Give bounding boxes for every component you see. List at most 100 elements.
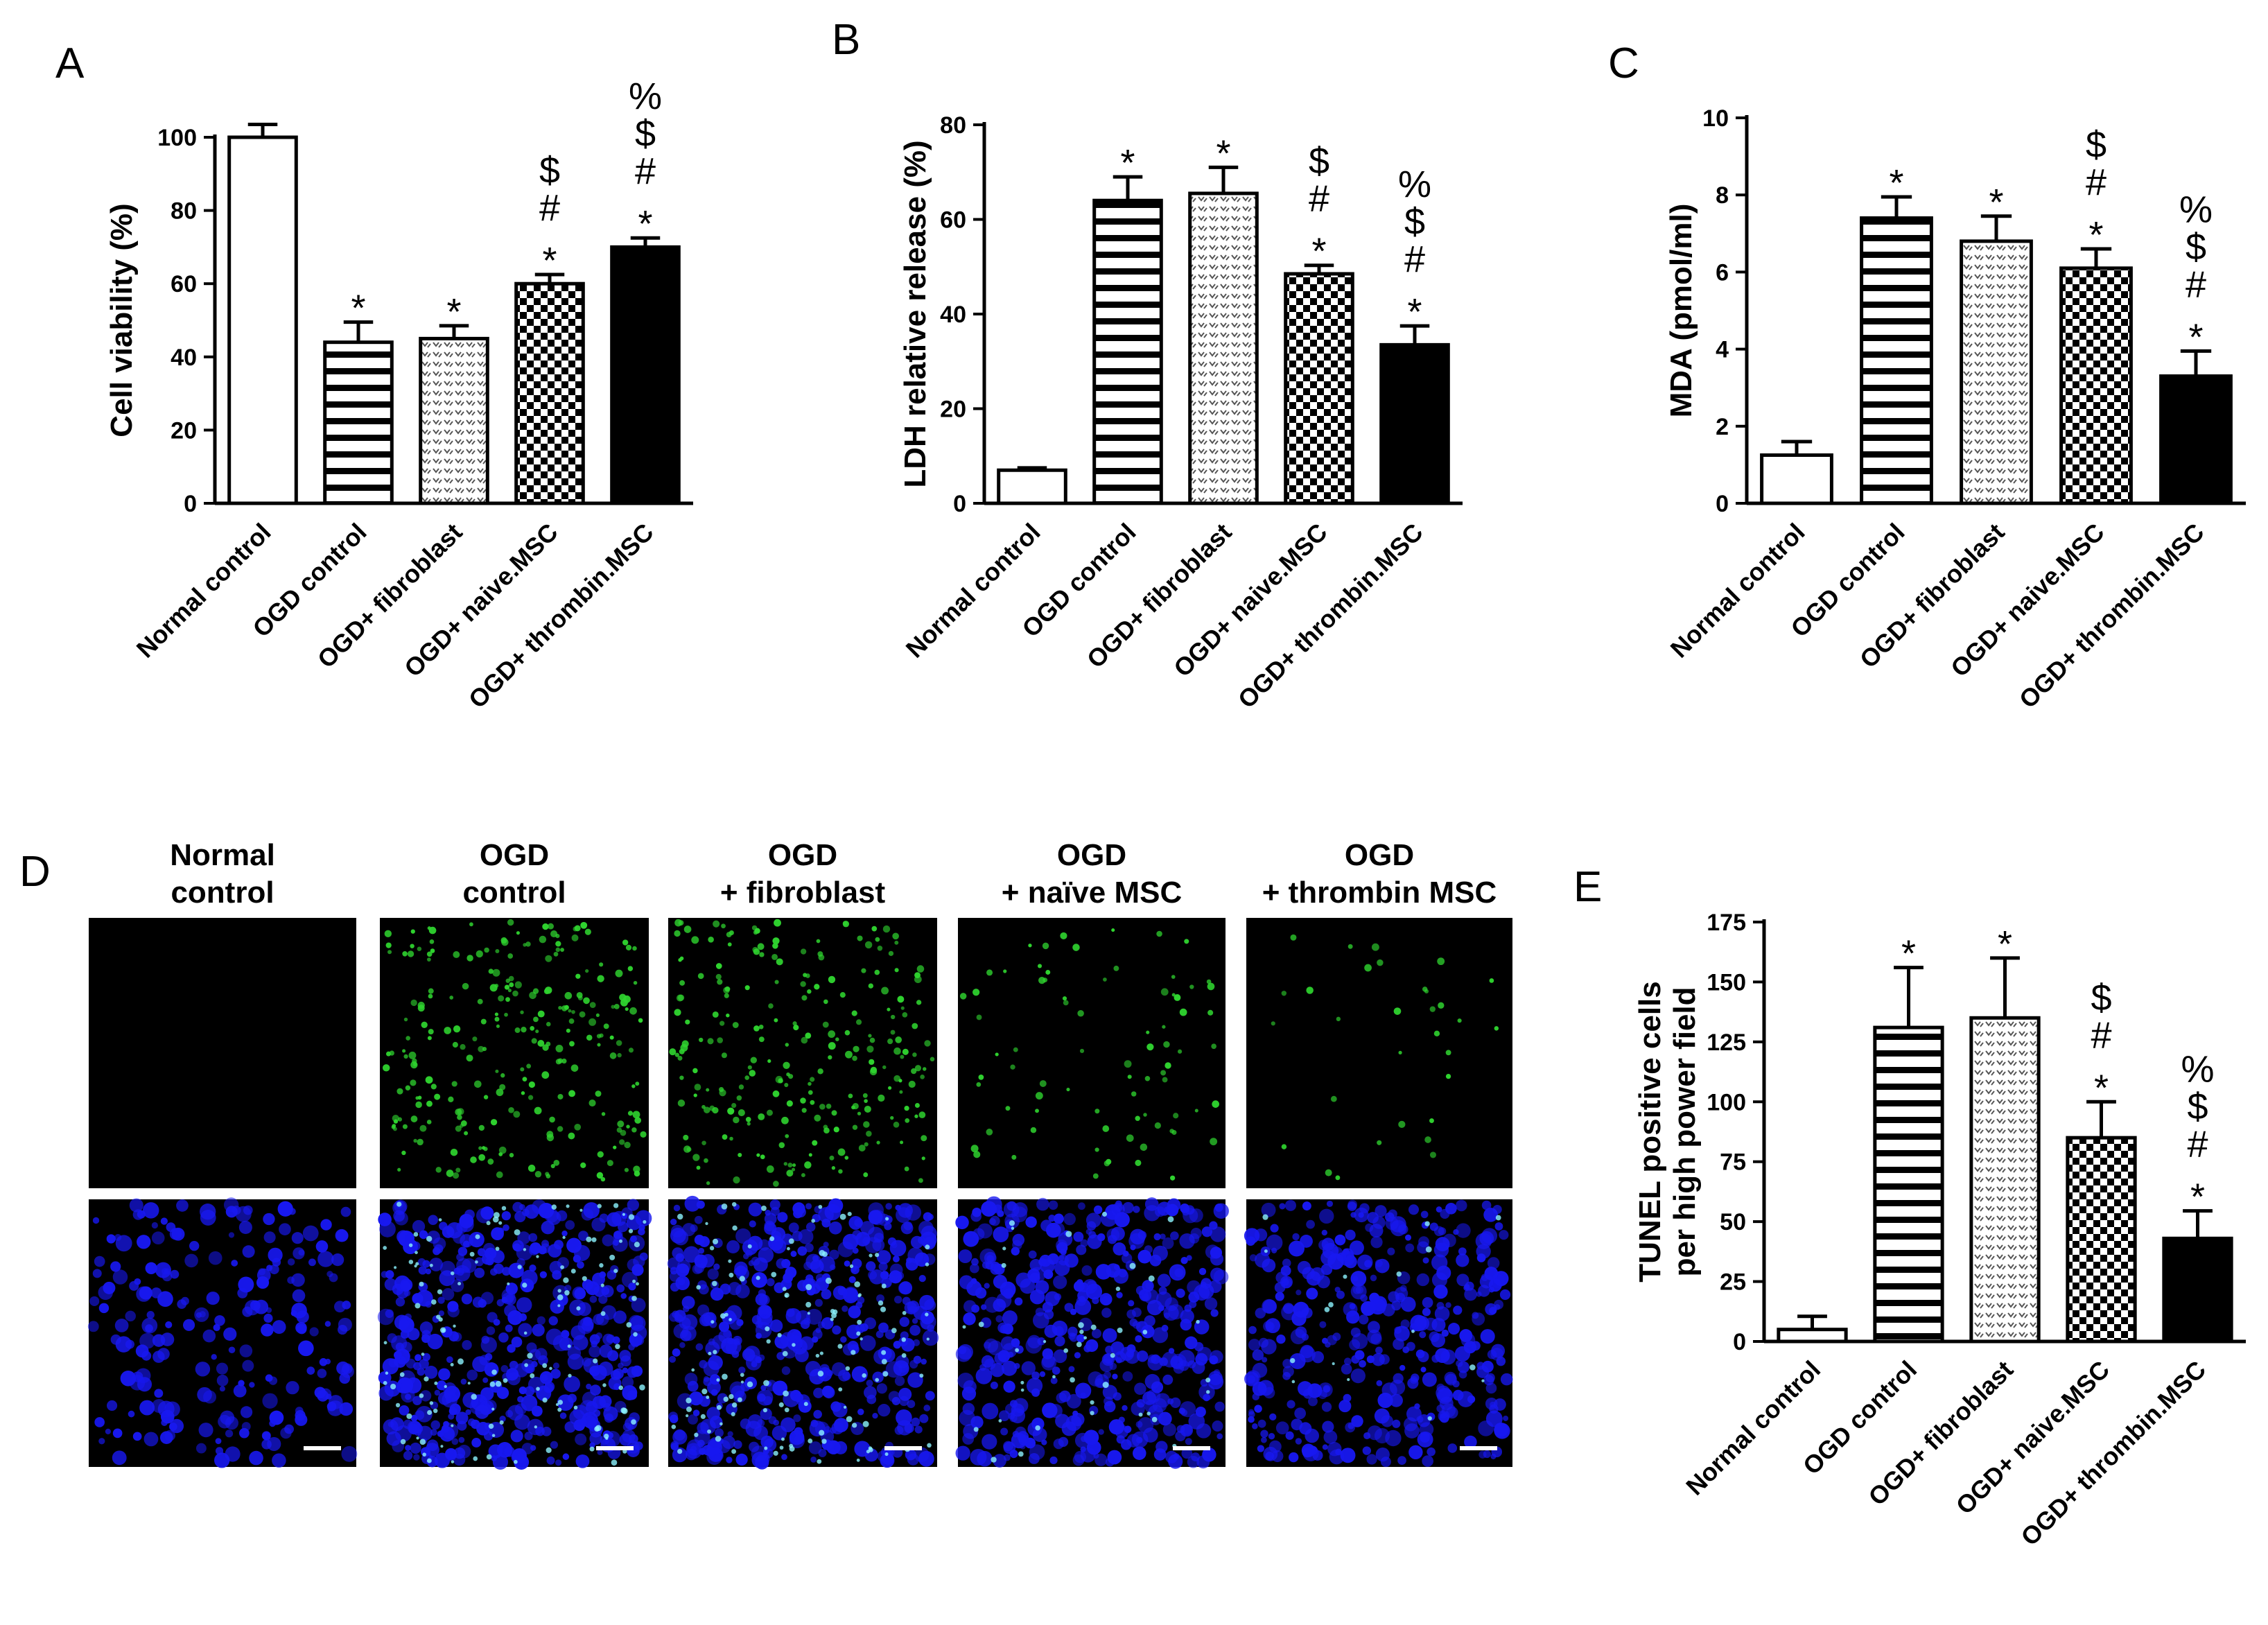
chart-e-error-bar	[1990, 956, 2020, 1018]
chart-c-category-label: OGD+ thrombin.MSC	[2014, 518, 2210, 714]
chart-e-panel-letter: E	[1573, 863, 1602, 911]
chart-b-y-tick-label: 40	[940, 302, 966, 328]
chart-b-significance-mark: $	[1309, 141, 1329, 182]
chart-e-significance-mark: #	[2187, 1124, 2208, 1165]
chart-b-significance-mark: $	[1404, 201, 1425, 243]
chart-b-significance-mark: *	[1216, 132, 1230, 174]
chart-b-error-bar	[1113, 175, 1143, 201]
chart-e: E 0 25 50 75 100 125 150 175 TUNEL positive cells…	[1573, 863, 2246, 1552]
chart-e-error-bar	[2086, 1100, 2116, 1138]
chart-c-significance-mark: *	[1989, 182, 2003, 223]
scale-bar	[1173, 1446, 1210, 1450]
chart-b-bar	[1092, 198, 1163, 505]
chart-b-significance-mark: *	[1407, 291, 1422, 333]
chart-c-significance-mark: *	[1889, 162, 1903, 204]
chart-e-y-tick-label: 100	[1707, 1089, 1746, 1115]
chart-e-category-label: Normal control	[1680, 1355, 1826, 1501]
chart-a-significance-mark: $	[539, 150, 560, 191]
scale-bar	[884, 1446, 922, 1450]
chart-c-error-bar	[1980, 214, 2012, 241]
chart-c-bar	[2059, 266, 2133, 505]
micrograph-column-subtitle: + thrombin MSC	[1262, 876, 1497, 910]
chart-b-bar	[1188, 191, 1259, 505]
chart-c-significance-mark: *	[2088, 214, 2103, 256]
chart-e-bar	[2162, 1236, 2233, 1344]
chart-e-bar	[1777, 1328, 1848, 1344]
chart-c-bar	[1860, 216, 1933, 505]
chart-b-error-bar	[1304, 263, 1334, 274]
chart-b-category-label: Normal control	[900, 518, 1046, 663]
tunel-image	[958, 918, 1225, 1188]
chart-c-error-bar	[1781, 440, 1813, 455]
chart-a: A 0 20 40 60 80 100 Cell viability (%) Normal co…	[55, 40, 693, 714]
chart-c-significance-mark: $	[2186, 226, 2206, 268]
chart-c-significance-mark: %	[2179, 189, 2213, 230]
dapi-image	[955, 1196, 1229, 1469]
micrograph-column-title: OGD	[480, 838, 549, 872]
chart-e-category-label: OGD+ thrombin.MSC	[2015, 1355, 2211, 1552]
chart-a-significance-mark: $	[635, 113, 656, 155]
chart-a-significance-mark: %	[629, 76, 662, 117]
tunel-image	[668, 918, 937, 1188]
chart-b-significance-mark: #	[1404, 238, 1425, 280]
chart-a-error-bar	[247, 123, 278, 137]
chart-c-significance-mark: *	[2188, 316, 2203, 358]
chart-e-y-tick-label: 125	[1707, 1029, 1746, 1056]
chart-a-significance-mark: #	[635, 150, 656, 192]
micrograph-column-subtitle: + fibroblast	[720, 876, 886, 910]
chart-e-y-tick-label: 150	[1707, 969, 1746, 996]
chart-e-bar	[1873, 1025, 1944, 1344]
chart-e-y-tick-label: 175	[1707, 910, 1746, 936]
chart-b-bar	[1284, 272, 1354, 505]
micrograph-column-title: OGD	[1345, 838, 1414, 872]
chart-c-y-tick-label: 6	[1716, 259, 1729, 286]
chart-a-category-label: OGD+ thrombin.MSC	[463, 518, 659, 714]
chart-e-significance-mark: $	[2091, 977, 2111, 1018]
chart-e-significance-mark: *	[2190, 1176, 2205, 1218]
scale-bar	[596, 1446, 634, 1450]
chart-c-panel-letter: C	[1608, 40, 1639, 87]
chart-b-bar	[997, 468, 1067, 505]
chart-c-bar	[2159, 374, 2233, 505]
chart-c-significance-mark: #	[2186, 263, 2206, 305]
chart-a-error-bar	[534, 272, 565, 284]
panel-d-letter: D	[19, 848, 51, 896]
chart-c-category-label: Normal control	[1665, 518, 1811, 663]
chart-a-y-tick-label: 80	[171, 198, 197, 225]
micrograph-column-subtitle: + naïve MSC	[1002, 876, 1182, 910]
chart-e-error-bar	[1894, 966, 1924, 1028]
chart-a-error-bar	[439, 324, 469, 339]
chart-a-y-tick-label: 40	[171, 345, 197, 371]
chart-a-significance-mark: *	[638, 203, 652, 245]
chart-b-significance-mark: %	[1398, 164, 1431, 205]
chart-b-y-tick-label: 80	[940, 112, 966, 139]
micrograph-panel: D Normal control OGD control OGD + fibroblast O…	[19, 838, 1513, 1470]
chart-a-y-tick-label: 20	[171, 417, 197, 444]
chart-c-significance-mark: $	[2086, 124, 2106, 166]
micrograph-column-subtitle: control	[462, 876, 566, 910]
tunel-image	[380, 918, 649, 1188]
tunel-image	[1246, 918, 1512, 1188]
chart-b-error-bar	[1399, 324, 1430, 345]
chart-b-significance-mark: *	[1311, 231, 1326, 272]
dapi-image	[667, 1195, 939, 1470]
chart-a-significance-mark: *	[446, 291, 461, 333]
chart-b-y-tick-label: 20	[940, 397, 966, 423]
chart-c-y-tick-label: 8	[1716, 182, 1729, 209]
chart-b-error-bar	[1208, 165, 1239, 193]
scale-bar	[1460, 1446, 1497, 1450]
chart-c-error-bar	[1881, 195, 1912, 218]
chart-a-y-axis-label: Cell viability (%)	[105, 203, 139, 437]
chart-c-significance-mark: #	[2086, 162, 2106, 203]
chart-e-y-axis-label: TUNEL positive cellsper high power field	[1633, 981, 1702, 1282]
micrograph-column-title: Normal	[170, 838, 275, 872]
scale-bar	[304, 1446, 341, 1450]
chart-b-significance-mark: #	[1309, 178, 1329, 220]
chart-a-significance-mark: #	[539, 187, 560, 229]
chart-e-y-tick-label: 0	[1733, 1329, 1746, 1355]
chart-c-y-tick-label: 0	[1716, 491, 1729, 517]
dapi-image	[377, 1199, 652, 1470]
chart-a-panel-letter: A	[55, 40, 85, 87]
